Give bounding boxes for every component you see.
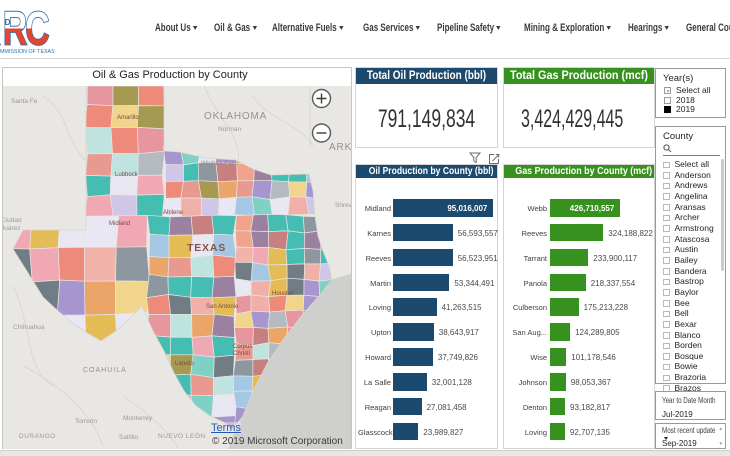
svg-text:DURANGO: DURANGO (19, 433, 56, 440)
svg-text:TEXAS: TEXAS (187, 242, 226, 254)
svg-text:Shrevep: Shrevep (335, 202, 351, 209)
svg-text:Houston: Houston (272, 291, 294, 297)
svg-text:Midland: Midland (109, 221, 130, 227)
svg-text:COAHUILA: COAHUILA (83, 367, 127, 374)
svg-text:Wichita Falls: Wichita Falls (201, 160, 239, 167)
svg-text:Lubbock: Lubbock (115, 172, 139, 178)
svg-text:Norman: Norman (218, 126, 242, 133)
svg-text:Amarillo: Amarillo (117, 115, 139, 121)
svg-text:D: D (5, 17, 11, 27)
svg-text:Christi: Christi (233, 351, 250, 357)
svg-text:Torreón: Torreón (75, 418, 97, 425)
svg-text:Corpus: Corpus (233, 344, 252, 350)
svg-text:NUEVO LEÓN: NUEVO LEÓN (158, 431, 206, 440)
svg-text:Ciudad: Ciudad (3, 217, 22, 224)
svg-text:OKLAHOMA: OKLAHOMA (204, 111, 267, 122)
svg-text:RC: RC (3, 2, 49, 55)
svg-text:Abilene: Abilene (163, 210, 184, 216)
svg-text:ARK: ARK (329, 142, 351, 153)
svg-text:Santa Fe: Santa Fe (11, 98, 38, 105)
svg-text:Juárez: Juárez (3, 225, 21, 232)
svg-text:Chihuahua: Chihuahua (13, 324, 45, 331)
svg-text:San Antonio: San Antonio (206, 304, 239, 310)
svg-text:Saltillo: Saltillo (119, 434, 139, 441)
svg-text:Laredo: Laredo (175, 361, 194, 367)
svg-text:Monterrey: Monterrey (123, 415, 153, 422)
svg-text:MMISSION OF TEXAS: MMISSION OF TEXAS (0, 49, 55, 55)
